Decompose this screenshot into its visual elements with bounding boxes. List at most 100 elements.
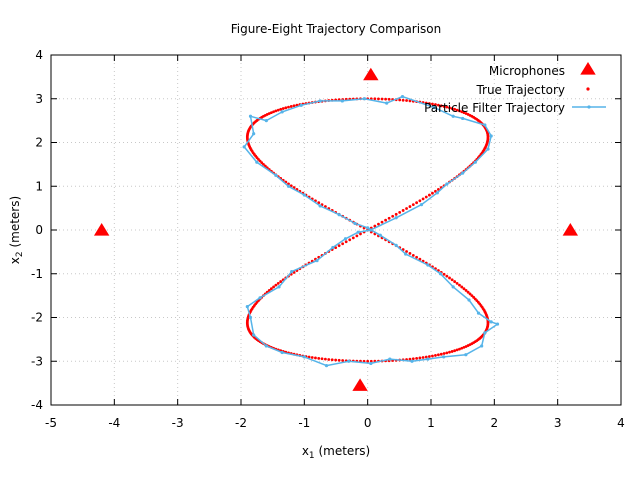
true-trajectory-point <box>445 274 449 278</box>
true-trajectory-point <box>387 216 391 220</box>
microphone-marker <box>93 223 110 236</box>
particle-filter-point <box>483 123 487 127</box>
particle-filter-point <box>467 298 471 302</box>
true-trajectory-point <box>448 106 451 110</box>
legend-symbols <box>572 62 606 109</box>
true-trajectory-point <box>442 352 446 355</box>
particle-filter-point <box>264 119 268 123</box>
true-trajectory-point <box>348 238 352 242</box>
true-trajectory-point <box>262 162 265 166</box>
true-trajectory-point <box>460 346 464 350</box>
particle-filter-point <box>315 259 319 263</box>
true-trajectory-point <box>380 97 384 101</box>
particle-filter-point <box>461 116 465 121</box>
microphone-marker <box>363 67 379 81</box>
y-axis-label-rest: (meters) <box>8 196 22 252</box>
true-trajectory-point <box>408 205 412 208</box>
true-trajectory-point <box>453 349 457 353</box>
x-tick-label: -4 <box>108 416 120 430</box>
particle-filter-point <box>343 237 348 241</box>
true-trajectory-point <box>405 207 408 210</box>
particle-filter-point <box>277 285 281 289</box>
y-tick-label: -1 <box>31 267 43 281</box>
y-tick-label: -4 <box>31 398 43 412</box>
y-tick-label: 2 <box>35 136 43 150</box>
legend-symbol-particle-filter-point <box>587 105 591 109</box>
true-trajectory-point <box>362 359 366 363</box>
true-trajectory-point <box>427 355 431 358</box>
true-trajectory-point <box>384 218 388 222</box>
true-trajectory-point <box>421 197 425 201</box>
true-trajectory-point <box>455 281 459 285</box>
particle-filter-point <box>461 171 465 175</box>
true-trajectory-point <box>377 97 380 101</box>
particle-filter-point <box>280 110 284 114</box>
y-axis-label-base: x <box>8 257 22 264</box>
particle-filter-point <box>337 213 341 217</box>
true-trajectory-point <box>314 356 317 360</box>
true-trajectory-point <box>431 354 434 358</box>
true-trajectory-point <box>351 236 355 240</box>
particle-filter-point <box>445 182 449 186</box>
particle-filter-point <box>394 216 398 220</box>
true-trajectory-point <box>384 97 388 101</box>
y-tick-label: 3 <box>35 92 43 106</box>
legend-label-particle-filter: Particle Filter Trajectory <box>424 101 565 115</box>
true-trajectory-point <box>272 285 275 289</box>
true-trajectory-point <box>334 358 338 362</box>
true-trajectory-point <box>436 103 440 107</box>
y-axis-label: x2 (meters) <box>8 196 25 264</box>
true-trajectory-point <box>442 105 446 108</box>
particle-filter-point <box>369 228 373 232</box>
true-trajectory-point <box>431 191 434 195</box>
x-tick-label: 1 <box>427 416 435 430</box>
particle-filter-point <box>242 145 246 149</box>
legend: Microphones True Trajectory Particle Fil… <box>424 62 606 115</box>
particle-filter-point <box>432 105 436 110</box>
particle-filter-point <box>400 94 405 99</box>
particle-filter-point <box>369 361 373 366</box>
legend-label-true-trajectory: True Trajectory <box>475 83 565 97</box>
particle-filter-point <box>362 97 367 101</box>
true-trajectory-point <box>323 357 327 361</box>
true-trajectory-point <box>366 359 370 363</box>
true-trajectory-point <box>269 287 273 291</box>
particle-filter-point <box>426 263 430 267</box>
true-trajectory-point <box>267 289 271 292</box>
x-tick-label: 3 <box>554 416 562 430</box>
true-trajectory-point <box>466 290 470 294</box>
true-trajectory-point <box>337 358 341 362</box>
true-trajectory-point <box>453 107 457 111</box>
true-trajectory-point <box>327 358 331 361</box>
true-trajectory-point <box>460 110 464 114</box>
particle-filter-point <box>318 99 322 103</box>
y-tick-label: 0 <box>35 223 43 237</box>
y-tick-labels: -4 -3 -2 -1 0 1 2 3 4 <box>31 48 43 412</box>
true-trajectory-point <box>434 354 437 357</box>
true-trajectory-point <box>411 203 415 207</box>
true-trajectory-point <box>470 294 474 298</box>
particle-filter-point <box>473 160 477 164</box>
true-trajectory-point <box>411 357 415 361</box>
true-trajectory-point <box>418 257 422 261</box>
microphone-marker <box>352 378 368 391</box>
true-trajectory-point <box>289 184 293 188</box>
particle-filter-series <box>242 94 500 368</box>
true-trajectory-point <box>418 199 422 203</box>
true-trajectory-point <box>450 350 454 353</box>
particle-filter-point <box>489 134 493 138</box>
true-trajectory-point <box>401 209 405 212</box>
particle-filter-point <box>255 160 259 164</box>
true-trajectory-point <box>415 255 419 259</box>
true-trajectory-point <box>330 358 334 362</box>
true-trajectory-point <box>341 359 345 362</box>
true-trajectory-point <box>292 271 296 274</box>
true-trajectory-point <box>455 108 459 112</box>
y-tick-label: -3 <box>31 354 43 368</box>
x-axis-label-rest: (meters) <box>315 444 371 458</box>
particle-filter-point <box>495 322 500 326</box>
particle-filter-point <box>394 243 398 247</box>
true-trajectory-point <box>310 356 314 359</box>
true-trajectory-point <box>462 345 466 349</box>
particle-filter-point <box>366 226 370 230</box>
